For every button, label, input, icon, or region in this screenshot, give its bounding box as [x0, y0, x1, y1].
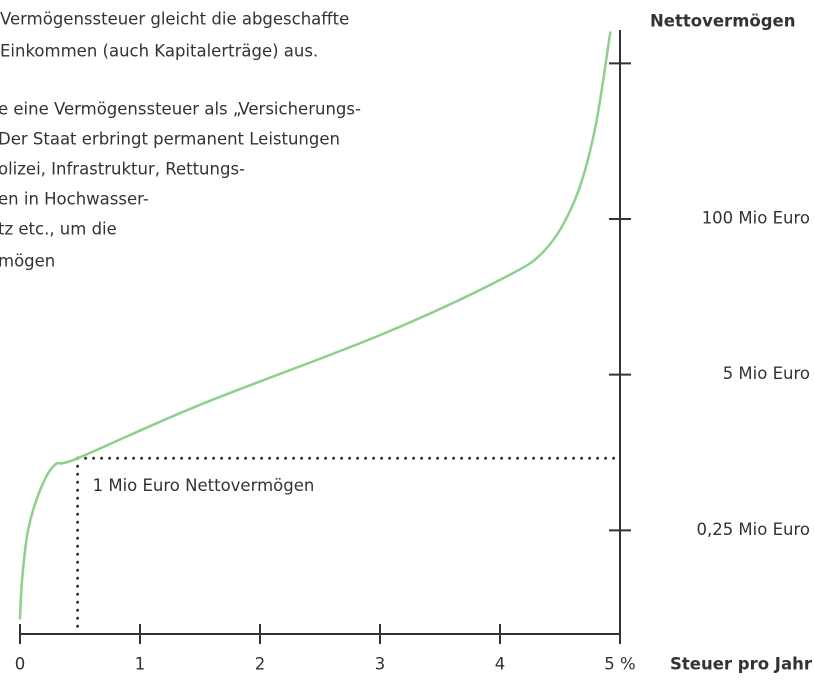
annotation: 1 Mio Euro Nettovermögen	[93, 476, 315, 495]
line	[18, 31, 612, 620]
x-tick-label: 1	[135, 655, 146, 674]
x-tick-label: 5 %	[604, 655, 635, 674]
x-tick-label: 3	[375, 655, 386, 674]
body-text: olizei, Infrastruktur, Rettungs-	[0, 160, 245, 179]
body-text: Der Staat erbringt permanent Leistungen	[0, 130, 340, 149]
body-text: en in Hochwasser-	[0, 190, 149, 209]
y-tick-label: 5 Mio Euro	[723, 364, 810, 383]
y-tick-label: 100 Mio Euro	[702, 209, 810, 228]
body-text: e eine Vermögenssteuer als „Versicherung…	[0, 100, 361, 119]
x-axis-label: Steuer pro Jahr	[670, 655, 813, 674]
body-text: Einkommen (auch Kapitalerträge) aus.	[0, 42, 318, 61]
body-text: mögen	[0, 252, 55, 271]
body-text: tz etc., um die	[0, 220, 117, 239]
y-axis-label: Nettovermögen	[650, 12, 795, 31]
body-text: Vermögenssteuer gleicht die abgeschaffte	[0, 10, 349, 29]
x-tick-label: 0	[15, 655, 26, 674]
x-tick-label: 2	[255, 655, 266, 674]
y-tick-label: 0,25 Mio Euro	[696, 520, 810, 539]
x-tick-label: 4	[495, 655, 506, 674]
